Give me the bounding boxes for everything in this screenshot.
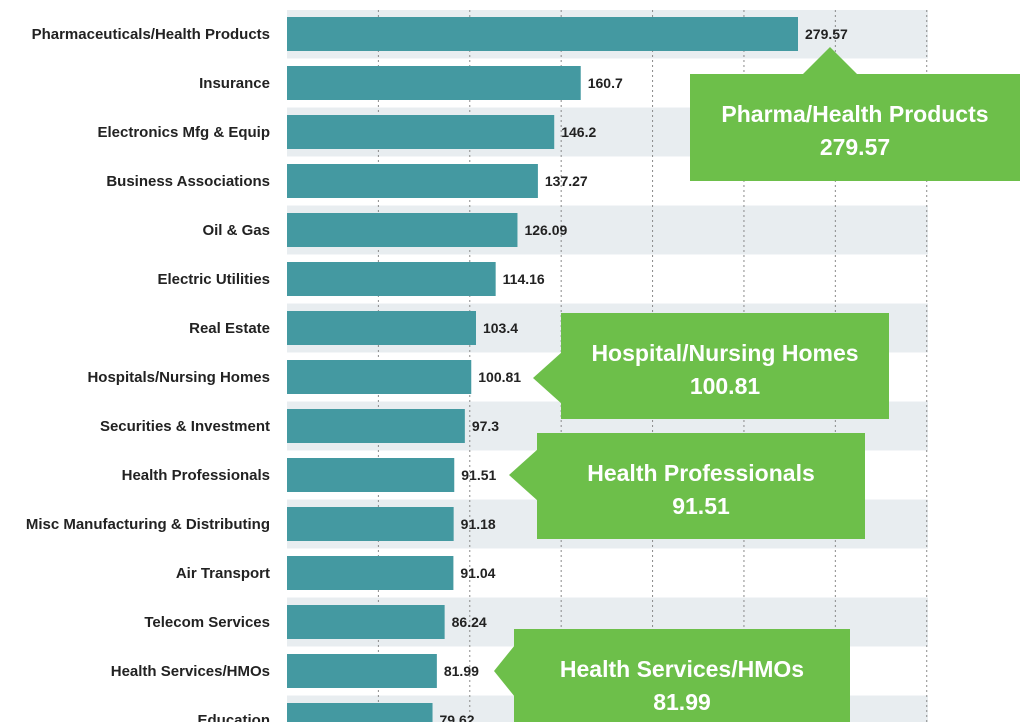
tick-label: Electric Utilities <box>157 271 270 288</box>
data-label: 146.2 <box>561 124 596 140</box>
callout-box <box>514 629 850 722</box>
tick-label: Business Associations <box>106 173 270 190</box>
callout-value: 279.57 <box>820 134 890 160</box>
callout-title: Health Services/HMOs <box>560 656 804 682</box>
bar <box>287 458 455 492</box>
callout-title: Health Professionals <box>587 460 815 486</box>
data-label: 103.4 <box>483 320 518 336</box>
tick-label: Hospitals/Nursing Homes <box>87 369 270 386</box>
callout-title: Hospital/Nursing Homes <box>591 340 858 366</box>
callout-box <box>537 433 865 539</box>
callout-box <box>561 313 889 419</box>
data-label: 126.09 <box>524 222 567 238</box>
data-label: 137.27 <box>545 173 588 189</box>
bar <box>287 360 472 394</box>
bar <box>287 262 496 296</box>
bar <box>287 213 518 247</box>
bar <box>287 556 454 590</box>
bar <box>287 115 555 149</box>
callout-pointer <box>509 449 538 501</box>
data-label: 81.99 <box>444 663 479 679</box>
data-label: 91.04 <box>460 565 495 581</box>
tick-label: Air Transport <box>176 565 270 582</box>
tick-label: Pharmaceuticals/Health Products <box>32 26 270 43</box>
data-label: 91.18 <box>461 516 496 532</box>
callout-pointer <box>494 645 515 697</box>
tick-label: Oil & Gas <box>202 222 270 239</box>
bar <box>287 164 538 198</box>
bar <box>287 311 476 345</box>
data-label: 79.62 <box>440 712 475 722</box>
bar <box>287 507 454 541</box>
tick-label: Real Estate <box>189 320 270 337</box>
callout-title: Pharma/Health Products <box>721 101 988 127</box>
data-label: 114.16 <box>503 271 545 287</box>
tick-label: Electronics Mfg & Equip <box>97 124 270 141</box>
bar <box>287 605 445 639</box>
callout-value: 81.99 <box>653 689 711 715</box>
bar <box>287 703 433 722</box>
tick-label: Securities & Investment <box>100 418 270 435</box>
callout-box <box>690 74 1020 181</box>
callout-value: 100.81 <box>690 373 761 399</box>
callout-pointer <box>802 47 858 75</box>
bar <box>287 66 581 100</box>
callout-pointer <box>533 352 562 404</box>
data-label: 97.3 <box>472 418 499 434</box>
bar <box>287 654 437 688</box>
data-label: 91.51 <box>461 467 496 483</box>
tick-label: Telecom Services <box>144 614 270 631</box>
tick-label: Education <box>197 712 270 722</box>
bar <box>287 17 798 51</box>
data-label: 160.7 <box>588 75 623 91</box>
tick-label: Misc Manufacturing & Distributing <box>26 516 270 533</box>
callout-value: 91.51 <box>672 493 730 519</box>
data-label: 86.24 <box>452 614 487 630</box>
tick-label: Health Professionals <box>122 467 270 484</box>
bar <box>287 409 465 443</box>
tick-label: Insurance <box>199 75 270 92</box>
tick-label: Health Services/HMOs <box>111 663 270 680</box>
data-label: 279.57 <box>805 26 848 42</box>
data-label: 100.81 <box>478 369 521 385</box>
